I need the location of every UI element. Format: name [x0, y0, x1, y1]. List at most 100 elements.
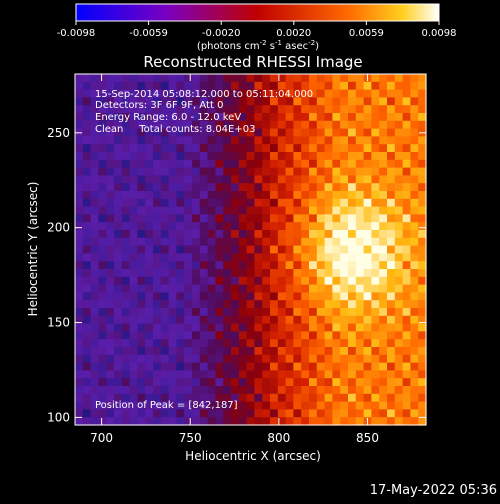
heatmap-pixel	[402, 159, 411, 169]
heatmap-pixel	[231, 401, 240, 410]
heatmap-pixel	[82, 97, 92, 106]
heatmap-pixel	[363, 81, 372, 91]
heatmap-pixel	[184, 354, 193, 364]
heatmap-pixel	[301, 370, 310, 379]
heatmap-pixel	[215, 206, 224, 215]
heatmap-pixel	[90, 191, 99, 200]
heatmap-pixel	[106, 347, 115, 356]
heatmap-pixel	[277, 159, 287, 169]
heatmap-pixel	[231, 144, 240, 153]
heatmap-pixel	[199, 354, 209, 364]
heatmap-pixel	[160, 269, 170, 278]
heatmap-pixel	[402, 393, 411, 403]
heatmap-pixel	[332, 198, 341, 208]
heatmap-pixel	[121, 409, 131, 418]
heatmap-pixel	[192, 167, 201, 176]
heatmap-pixel	[324, 120, 333, 130]
heatmap-pixel	[160, 175, 170, 184]
heatmap-pixel	[223, 269, 232, 278]
heatmap-pixel	[410, 253, 419, 262]
heatmap-pixel	[121, 269, 131, 278]
heatmap-pixel	[145, 276, 154, 286]
heatmap-pixel	[285, 144, 294, 153]
heatmap-pixel	[316, 136, 326, 145]
heatmap-pixel	[160, 331, 170, 340]
heatmap-pixel	[114, 128, 123, 137]
heatmap-pixel	[82, 378, 92, 387]
heatmap-pixel	[176, 276, 185, 286]
heatmap-pixel	[285, 191, 294, 200]
heatmap-pixel	[371, 89, 380, 98]
heatmap-pixel	[309, 167, 318, 176]
heatmap-pixel	[309, 354, 318, 364]
heatmap-pixel	[371, 386, 380, 395]
heatmap-pixel	[106, 198, 115, 208]
heatmap-pixel	[90, 269, 99, 278]
heatmap-pixel	[324, 222, 333, 231]
heatmap-pixel	[199, 245, 209, 254]
heatmap-pixel	[277, 237, 287, 247]
heatmap-pixel	[90, 105, 99, 114]
heatmap-pixel	[355, 128, 365, 137]
heatmap-pixel	[82, 167, 92, 176]
heatmap-pixel	[363, 261, 372, 270]
heatmap-pixel	[270, 198, 279, 208]
heatmap-pixel	[168, 401, 177, 410]
heatmap-pixel	[270, 378, 279, 387]
heatmap-pixel	[262, 183, 271, 192]
heatmap-pixel	[145, 362, 154, 371]
heatmap-pixel	[246, 347, 255, 356]
heatmap-pixel	[285, 284, 294, 293]
heatmap-pixel	[418, 308, 427, 317]
heatmap-pixel	[246, 144, 255, 153]
heatmap-pixel	[246, 253, 255, 262]
heatmap-pixel	[82, 261, 92, 270]
heatmap-pixel	[129, 323, 138, 332]
heatmap-pixel	[246, 136, 255, 145]
heatmap-pixel	[137, 339, 146, 348]
heatmap-pixel	[348, 237, 357, 247]
heatmap-pixel	[285, 354, 294, 364]
heatmap-pixel	[277, 300, 287, 309]
heatmap-pixel	[301, 97, 310, 106]
heatmap-pixel	[106, 81, 115, 91]
heatmap-pixel	[160, 354, 170, 364]
heatmap-pixel	[293, 230, 302, 239]
heatmap-pixel	[82, 354, 92, 364]
heatmap-pixel	[168, 409, 177, 418]
heatmap-pixel	[238, 81, 248, 91]
heatmap-pixel	[207, 159, 216, 169]
heatmap-pixel	[324, 97, 333, 106]
heatmap-pixel	[153, 292, 162, 301]
heatmap-pixel	[192, 198, 201, 208]
heatmap-pixel	[231, 159, 240, 169]
heatmap-pixel	[121, 347, 131, 356]
heatmap-pixel	[160, 347, 170, 356]
heatmap-pixel	[90, 159, 99, 169]
heatmap-pixel	[363, 136, 372, 145]
heatmap-pixel	[293, 183, 302, 192]
heatmap-pixel	[246, 401, 255, 410]
heatmap-pixel	[246, 74, 255, 83]
heatmap-pixel	[137, 120, 146, 130]
heatmap-pixel	[82, 159, 92, 169]
heatmap-pixel	[106, 362, 115, 371]
heatmap-pixel	[324, 159, 333, 169]
heatmap-pixel	[332, 120, 341, 130]
heatmap-pixel	[153, 89, 162, 98]
heatmap-pixel	[90, 113, 99, 122]
heatmap-pixel	[90, 362, 99, 371]
heatmap-pixel	[363, 393, 372, 403]
heatmap-pixel	[316, 120, 326, 130]
heatmap-pixel	[207, 222, 216, 231]
heatmap-pixel	[332, 128, 341, 137]
heatmap-pixel	[387, 284, 396, 293]
heatmap-pixel	[301, 81, 310, 91]
heatmap-pixel	[223, 261, 232, 270]
heatmap-pixel	[160, 261, 170, 270]
heatmap-pixel	[394, 362, 404, 371]
heatmap-pixel	[285, 136, 294, 145]
heatmap-pixel	[176, 401, 185, 410]
heatmap-pixel	[332, 191, 341, 200]
heatmap-pixel	[285, 175, 294, 184]
